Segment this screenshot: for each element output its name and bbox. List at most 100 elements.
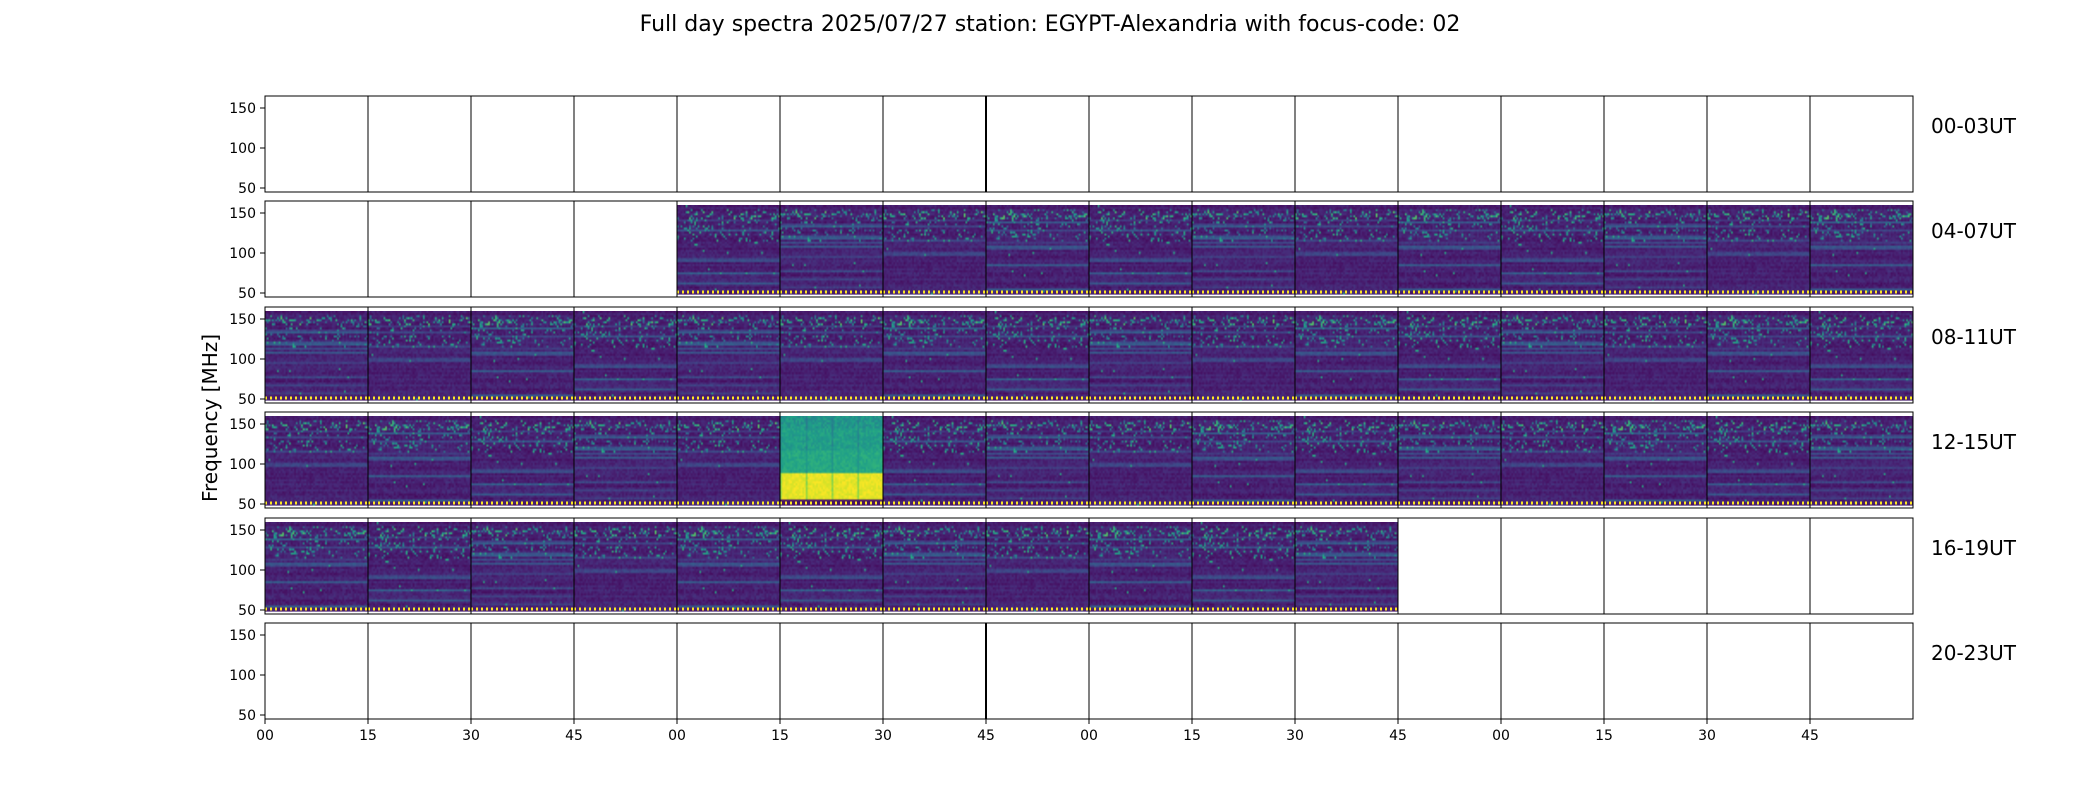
spectrum-panel-12-15UT-1 <box>368 416 471 506</box>
x-tick-label: 00 <box>256 728 274 744</box>
x-tick-label: 15 <box>1595 728 1613 744</box>
spectrum-panel-08-11UT-12 <box>1501 311 1604 401</box>
spectrum-panel-04-07UT-7 <box>986 205 1089 295</box>
spectrum-panel-12-15UT-15 <box>1810 416 1913 506</box>
spectrum-panel-08-11UT-9 <box>1192 311 1295 401</box>
spectrum-panel-04-07UT-10 <box>1295 205 1398 295</box>
y-tick-label: 150 <box>229 312 256 328</box>
spectrum-panel-16-19UT-6 <box>883 522 986 612</box>
x-tick-label: 30 <box>462 728 480 744</box>
spectrum-panel-08-11UT-6 <box>883 311 986 401</box>
x-tick-label: 15 <box>359 728 377 744</box>
spectrum-panel-08-11UT-4 <box>677 311 780 401</box>
spectrum-panel-16-19UT-7 <box>986 522 1089 612</box>
row-label: 00-03UT <box>1931 114 2017 138</box>
row-04-07UT: 50 100 150 04-07UT <box>229 200 2017 302</box>
spectrum-panel-12-15UT-3 <box>574 416 677 506</box>
spectrum-panel-04-07UT-6 <box>883 205 986 295</box>
x-tick-label: 15 <box>1183 728 1201 744</box>
chart-title: Full day spectra 2025/07/27 station: EGY… <box>639 12 1461 37</box>
x-tick-label: 15 <box>771 728 789 744</box>
y-tick-label: 150 <box>229 206 256 222</box>
spectrum-panel-08-11UT-2 <box>471 311 574 401</box>
y-tick-label: 100 <box>229 141 256 157</box>
spectrum-panel-12-15UT-9 <box>1192 416 1295 506</box>
y-tick-label: 50 <box>238 708 256 724</box>
x-tick-label: 00 <box>1492 728 1510 744</box>
spectrum-panel-04-07UT-8 <box>1089 205 1192 295</box>
row-label: 16-19UT <box>1931 536 2017 560</box>
row-frame <box>264 411 1914 509</box>
y-tick-label: 100 <box>229 352 256 368</box>
spectrum-panel-08-11UT-1 <box>368 311 471 401</box>
x-tick-label: 30 <box>1698 728 1716 744</box>
row-16-19UT: 50 100 150 16-19UT <box>229 517 2017 619</box>
spectrum-panel-08-11UT-3 <box>574 311 677 401</box>
spectrum-panel-12-15UT-8 <box>1089 416 1192 506</box>
spectrum-panel-12-15UT-11 <box>1398 416 1501 506</box>
spectrum-panel-12-15UT-0 <box>265 416 368 506</box>
x-tick-label: 30 <box>874 728 892 744</box>
row-frame <box>264 200 1914 298</box>
x-tick-label: 45 <box>1801 728 1819 744</box>
spectrum-panel-16-19UT-8 <box>1089 522 1192 612</box>
y-tick-label: 100 <box>229 246 256 262</box>
spectrum-panel-16-19UT-4 <box>677 522 780 612</box>
spectrum-panel-04-07UT-9 <box>1192 205 1295 295</box>
spectrum-panel-12-15UT-2 <box>471 416 574 506</box>
spectrum-panel-08-11UT-7 <box>986 311 1089 401</box>
spectrum-panel-12-15UT-14 <box>1707 416 1810 506</box>
x-tick-label: 45 <box>1389 728 1407 744</box>
spectrum-panel-16-19UT-1 <box>368 522 471 612</box>
y-tick-label: 100 <box>229 668 256 684</box>
row-frame <box>264 306 1914 404</box>
spectrum-panel-16-19UT-9 <box>1192 522 1295 612</box>
row-label: 08-11UT <box>1931 325 2017 349</box>
row-20-23UT: 50 100 150 20-23UT <box>229 622 2017 724</box>
x-tick-label: 00 <box>1080 728 1098 744</box>
spectrum-panel-12-15UT-5 <box>780 416 883 506</box>
y-tick-label: 150 <box>229 101 256 117</box>
y-tick-label: 150 <box>229 628 256 644</box>
row-08-11UT: 50 100 150 08-11UT <box>229 306 2017 408</box>
y-tick-label: 50 <box>238 286 256 302</box>
spectrum-panel-08-11UT-0 <box>265 311 368 401</box>
spectrum-panel-08-11UT-10 <box>1295 311 1398 401</box>
y-tick-label: 150 <box>229 523 256 539</box>
spectrum-panel-08-11UT-15 <box>1810 311 1913 401</box>
spectrum-panel-12-15UT-4 <box>677 416 780 506</box>
row-00-03UT: 50 100 150 00-03UT <box>229 95 2017 197</box>
y-tick-label: 100 <box>229 457 256 473</box>
spectrum-panel-08-11UT-13 <box>1604 311 1707 401</box>
row-frame <box>264 517 1914 615</box>
spectrum-panel-16-19UT-3 <box>574 522 677 612</box>
x-tick-label: 00 <box>668 728 686 744</box>
spectrum-panel-04-07UT-4 <box>677 205 780 295</box>
spectrum-panel-12-15UT-7 <box>986 416 1089 506</box>
spectrum-panel-08-11UT-11 <box>1398 311 1501 401</box>
spectrum-panel-16-19UT-0 <box>265 522 368 612</box>
row-frame <box>264 95 1914 193</box>
spectrum-panel-04-07UT-14 <box>1707 205 1810 295</box>
spectrum-panel-16-19UT-10 <box>1295 522 1398 612</box>
x-tick-label: 45 <box>977 728 995 744</box>
spectrum-panel-04-07UT-15 <box>1810 205 1913 295</box>
spectrum-panel-08-11UT-8 <box>1089 311 1192 401</box>
row-label: 04-07UT <box>1931 219 2017 243</box>
row-label: 12-15UT <box>1931 430 2017 454</box>
spectrum-panel-12-15UT-10 <box>1295 416 1398 506</box>
y-tick-label: 50 <box>238 497 256 513</box>
spectrum-panel-12-15UT-13 <box>1604 416 1707 506</box>
spectrum-panel-16-19UT-5 <box>780 522 883 612</box>
spectrum-panel-12-15UT-6 <box>883 416 986 506</box>
spectrum-panel-04-07UT-11 <box>1398 205 1501 295</box>
spectrum-panel-04-07UT-5 <box>780 205 883 295</box>
spectrum-panel-08-11UT-14 <box>1707 311 1810 401</box>
spectrum-panel-16-19UT-2 <box>471 522 574 612</box>
y-tick-label: 50 <box>238 181 256 197</box>
y-tick-label: 100 <box>229 563 256 579</box>
x-tick-label: 45 <box>565 728 583 744</box>
spectrum-panel-04-07UT-13 <box>1604 205 1707 295</box>
spectrum-panel-12-15UT-12 <box>1501 416 1604 506</box>
